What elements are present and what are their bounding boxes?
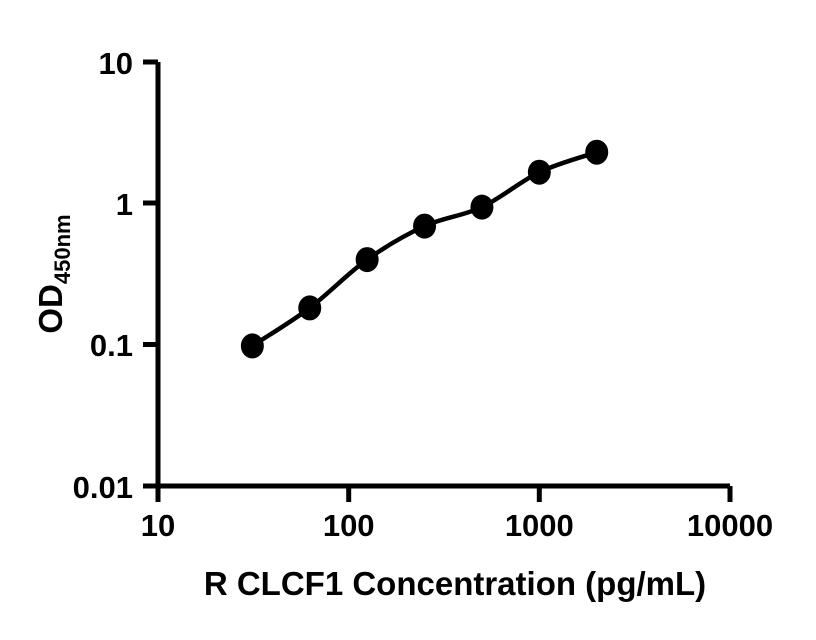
y-axis-title: OD450nm — [32, 214, 75, 333]
x-tick-label-1: 100 — [323, 508, 375, 543]
y-axis-title-main: OD — [32, 284, 69, 334]
data-point-marker — [240, 333, 264, 359]
data-point-marker — [585, 139, 609, 165]
y-tick-label-1: 1 — [116, 187, 133, 222]
y-tick-label-0: 10 — [99, 46, 133, 81]
data-point-marker — [413, 213, 437, 239]
data-point-marker — [298, 295, 322, 321]
x-axis-title: R CLCF1 Concentration (pg/mL) — [204, 565, 706, 602]
y-axis-title-subscript: 450nm — [50, 214, 75, 284]
data-point-markers — [240, 139, 609, 359]
data-point-marker — [355, 247, 379, 273]
x-tick-label-3: 10000 — [687, 508, 773, 543]
x-tick-label-0: 10 — [141, 508, 175, 543]
data-point-marker — [470, 194, 494, 220]
data-point-marker — [527, 159, 551, 185]
x-tick-label-2: 1000 — [505, 508, 574, 543]
svg-text:OD450nm: OD450nm — [32, 214, 75, 333]
y-tick-label-3: 0.01 — [73, 470, 133, 505]
x-axis-ticks — [155, 486, 733, 502]
y-tick-label-2: 0.1 — [90, 328, 133, 363]
